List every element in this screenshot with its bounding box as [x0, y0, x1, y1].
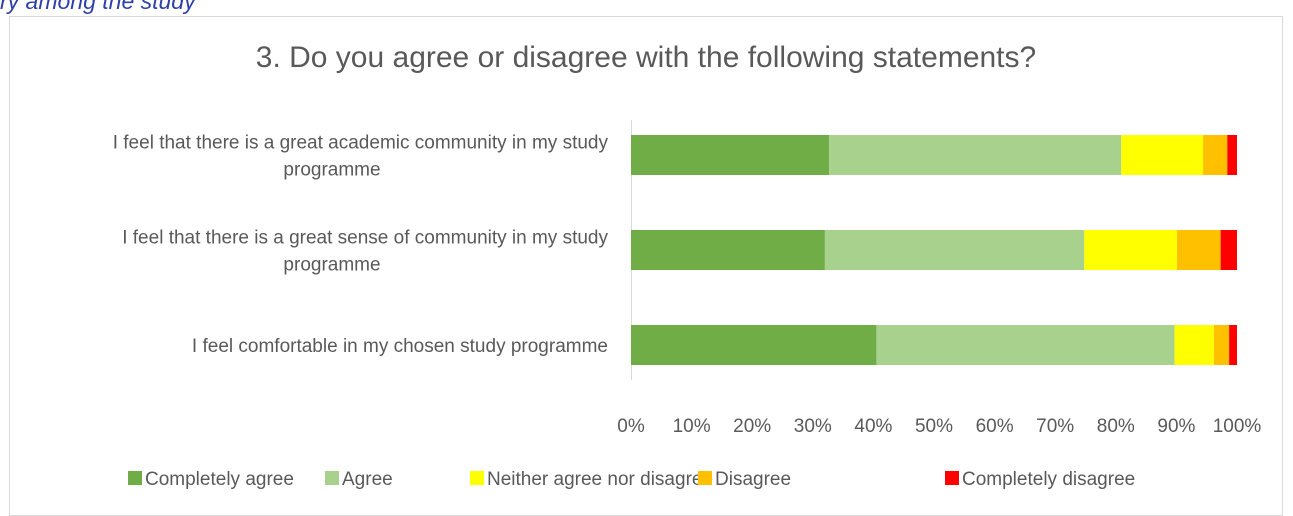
legend-label-completely-disagree: Completely disagree [962, 469, 1135, 490]
bar-2-neither-agree-nor-disagree [1084, 230, 1178, 270]
legend-swatch-neither-agree-nor-disagree [470, 471, 484, 485]
bar-1-completely-disagree [1227, 135, 1237, 175]
bar-1-completely-agree [631, 135, 830, 175]
x-tick-label: 10% [673, 416, 711, 437]
bar-2-completely-disagree [1220, 230, 1237, 270]
x-tick-label: 90% [1157, 416, 1195, 437]
bar-3-completely-agree [631, 325, 877, 365]
legend-swatch-completely-disagree [945, 471, 959, 485]
legend-swatch-disagree [698, 471, 712, 485]
x-tick-label: 50% [915, 416, 953, 437]
category-label-2-line-1: I feel that there is a great sense of co… [122, 228, 608, 249]
category-label-1-line-2: programme [283, 160, 380, 181]
bar-1-agree [829, 135, 1122, 175]
bar-3-neither-agree-nor-disagree [1174, 325, 1214, 365]
bar-3-disagree [1213, 325, 1230, 365]
legend-swatch-completely-agree [128, 471, 142, 485]
bars-layer [631, 135, 1237, 365]
x-tick-labels: 0% 10% 20% 30% 40% 50% 60% 70% 80% 90% 100% [617, 416, 1261, 437]
bar-2-disagree [1177, 230, 1221, 270]
x-tick-label: 30% [794, 416, 832, 437]
legend-swatch-agree [325, 471, 339, 485]
legend-label-agree: Agree [342, 469, 393, 490]
bar-2-agree [824, 230, 1085, 270]
x-tick-label: 40% [854, 416, 892, 437]
x-tick-label: 60% [976, 416, 1014, 437]
x-tick-label: 0% [617, 416, 645, 437]
category-labels: I feel that there is a great academic co… [113, 133, 609, 358]
category-label-2-line-2: programme [283, 255, 380, 276]
legend-label-neither-agree-nor-disagree: Neither agree nor disagree [487, 469, 713, 490]
legend-label-completely-agree: Completely agree [145, 469, 294, 490]
x-tick-label: 80% [1097, 416, 1135, 437]
document-heading-fragment: ry among the study [0, 0, 196, 14]
legend: Completely agree Agree Neither agree nor d… [128, 469, 1135, 490]
x-tick-label: 20% [733, 416, 771, 437]
chart-title: 3. Do you agree or disagree with the fol… [256, 41, 1036, 74]
bar-1-neither-agree-nor-disagree [1121, 135, 1204, 175]
category-label-1-line-1: I feel that there is a great academic co… [113, 133, 609, 154]
bar-3-completely-disagree [1229, 325, 1237, 365]
x-tick-label: 100% [1213, 416, 1262, 437]
bar-1-disagree [1203, 135, 1228, 175]
category-label-3-line-1: I feel comfortable in my chosen study pr… [192, 336, 608, 357]
bar-2-completely-agree [631, 230, 825, 270]
legend-label-disagree: Disagree [715, 469, 791, 490]
bar-3-agree [876, 325, 1175, 365]
x-tick-label: 70% [1036, 416, 1074, 437]
